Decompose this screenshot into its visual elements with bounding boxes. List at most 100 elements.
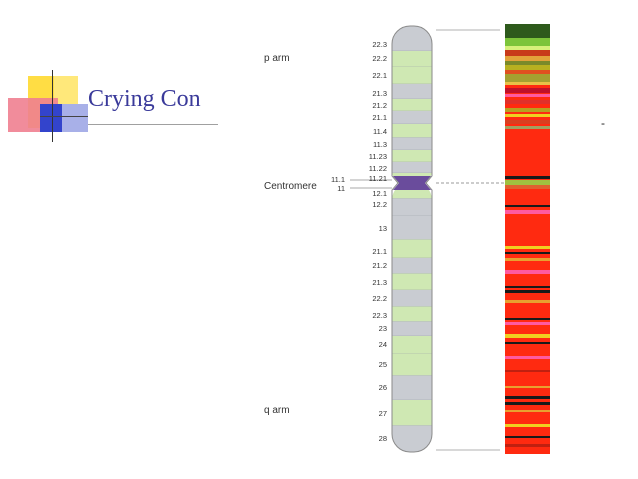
left-band-label: 11.1 [331, 175, 345, 184]
chromosome-outline [391, 25, 433, 453]
heatmap-stripe [505, 386, 550, 388]
chromosome-band [392, 26, 432, 51]
band-label: 21.1 [372, 247, 387, 256]
heatmap-stripe [505, 88, 550, 93]
title-underline [88, 124, 218, 125]
heatmap-stripe [505, 108, 550, 112]
band-label: 22.2 [372, 294, 387, 303]
heatmap-stripe [505, 61, 550, 65]
q-arm-label: q arm [264, 405, 290, 416]
heatmap-stripe [505, 38, 550, 46]
chromosome-band [392, 124, 432, 138]
heatmap-stripe [505, 300, 550, 303]
centromere-label: Centromere [264, 181, 317, 192]
chromosome-band [392, 111, 432, 124]
band-label: 27 [379, 409, 387, 418]
band-label: 24 [379, 340, 387, 349]
chromosome-band [392, 375, 432, 400]
chromosome-band [392, 273, 432, 290]
heatmap-stripe [505, 50, 550, 56]
heatmap-stripe [505, 185, 550, 189]
deco-vertical-line [52, 70, 53, 142]
band-label: 11.3 [373, 140, 387, 149]
chromosome-band [392, 354, 432, 376]
band-label: 26 [379, 383, 387, 392]
heatmap-stripe [505, 176, 550, 179]
heatmap-stripe [505, 82, 550, 85]
deco-blue-square-light [62, 104, 88, 132]
band-label: 11.4 [373, 127, 387, 136]
band-labels: 22.3 22.2 22.1 21.3 21.2 21.1 11.4 11.3 11.23 11.… [369, 40, 387, 443]
left-band-label: 11 [337, 184, 345, 193]
band-label: 22.1 [372, 71, 387, 80]
heatmap-stripe [505, 356, 550, 359]
chromosome-band [392, 66, 432, 84]
heatmap-stripe [505, 258, 550, 261]
chromosome-band [392, 198, 432, 216]
band-label: 11.22 [369, 164, 387, 173]
band-label: 21.2 [372, 101, 387, 110]
band-label: 25 [379, 360, 387, 369]
p-arm-label: p arm [264, 53, 290, 64]
heatmap-stripe [505, 444, 550, 447]
chromosome-band [392, 162, 432, 173]
chromosome-bands [392, 26, 432, 452]
heatmap-stripe [505, 410, 550, 412]
heatmap-stripe [505, 132, 550, 138]
heatmap-stripe [505, 286, 550, 288]
heatmap-stripe [505, 94, 550, 97]
band-label: 21.3 [372, 278, 387, 287]
band-label: 22.3 [372, 311, 387, 320]
heatmap-stripe [505, 56, 550, 61]
band-label: 13 [379, 224, 387, 233]
deco-blue-square [40, 104, 66, 132]
chromosome-band [392, 150, 432, 162]
slide-title: Crying Con [88, 86, 201, 112]
heatmap-stripe [505, 100, 550, 104]
band-label: 11.23 [369, 152, 387, 161]
chromosome-band [392, 137, 432, 150]
chromosome-band [392, 51, 432, 67]
heatmap-stripe [505, 424, 550, 427]
deco-horizontal-line [40, 116, 88, 117]
heatmap-stripe [505, 318, 550, 320]
heatmap-stripe [505, 46, 550, 50]
heatmap-stripe [505, 290, 550, 293]
heatmap-stripe [505, 205, 550, 207]
heatmap-stripe [505, 74, 550, 82]
centromere-mark [393, 176, 431, 190]
heatmap-stripe [505, 370, 550, 372]
chromosome-band [392, 99, 432, 111]
chromosome-band [392, 321, 432, 336]
heatmap-stripe [505, 436, 550, 438]
heatmap-stripe [505, 210, 550, 214]
heatmap-stripe [505, 126, 550, 129]
band-label: 22.3 [372, 40, 387, 49]
heatmap-stripe [505, 70, 550, 74]
band-label: 12.1 [372, 189, 387, 198]
slide-marker: - [601, 116, 605, 130]
chromosome-band [392, 239, 432, 258]
chromosome-band [392, 306, 432, 322]
heatmap-stripe [505, 342, 550, 344]
heatmap-stripe [505, 24, 550, 38]
band-label: 21.2 [372, 261, 387, 270]
band-label: 11.21 [369, 174, 387, 183]
chromosome-band [392, 400, 432, 426]
heatmap-stripe [505, 396, 550, 399]
band-label: 21.3 [372, 89, 387, 98]
heatmap-stripe [505, 334, 550, 338]
heatmap-stripe [505, 322, 550, 325]
chromosome-band [392, 290, 432, 307]
heatmap-stripe [505, 65, 550, 70]
expression-heatmap [505, 24, 550, 454]
heatmap-stripe [505, 270, 550, 274]
band-label: 23 [379, 324, 387, 333]
band-label: 22.2 [372, 54, 387, 63]
heatmap-stripe [505, 252, 550, 254]
heatmap-stripe [505, 402, 550, 405]
chromosome-band [392, 336, 432, 354]
heatmap-stripe [505, 120, 550, 124]
deco-yellow-square-light [54, 76, 78, 104]
